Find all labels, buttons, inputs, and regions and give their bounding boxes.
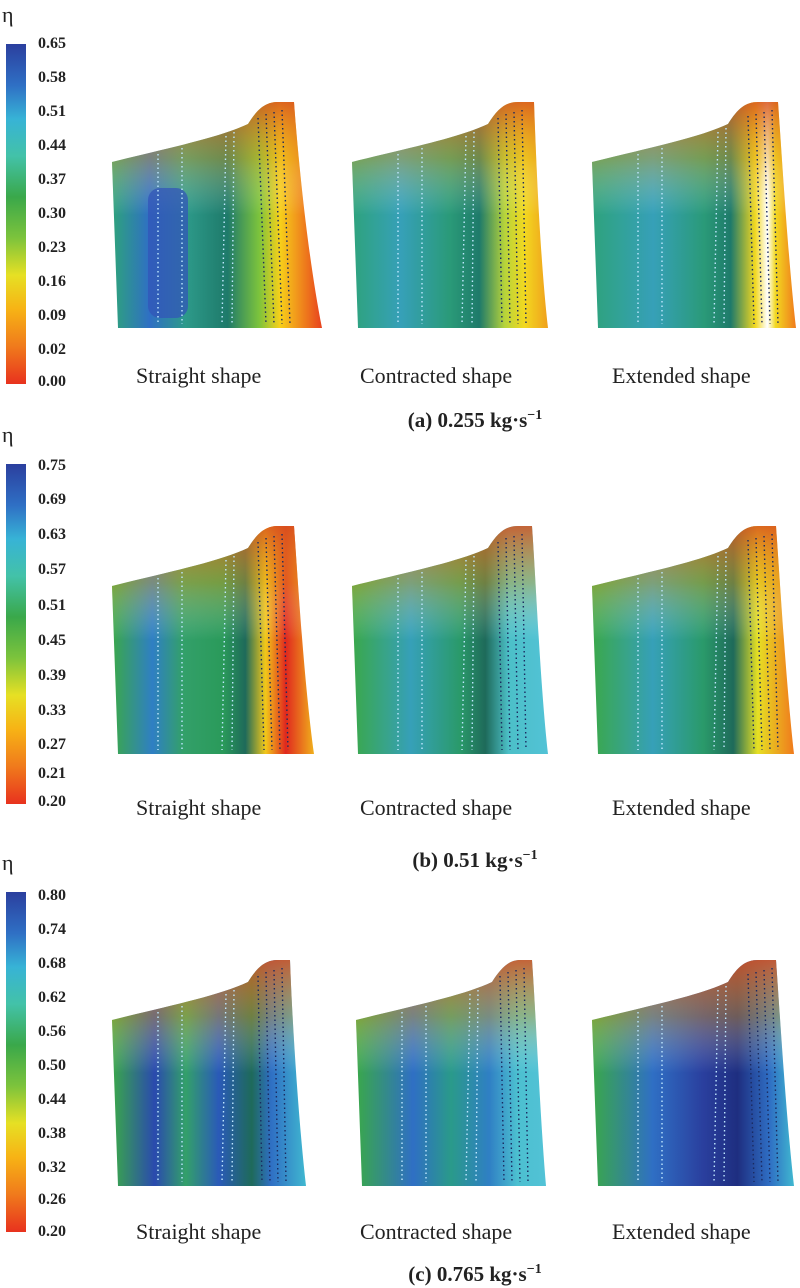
tick-label: 0.00: [38, 373, 66, 390]
caption-extended: Extended shape: [612, 363, 751, 388]
colorbar: [6, 464, 26, 804]
tick-label: 0.63: [38, 526, 66, 543]
tick-label: 0.20: [38, 793, 66, 810]
caption-contracted: Contracted shape: [360, 795, 513, 820]
tick-label: 0.45: [38, 632, 66, 649]
blade-surface-straight: [112, 102, 322, 328]
tick-label: 0.37: [38, 171, 66, 188]
tick-label: 0.39: [38, 667, 66, 684]
tick-label: 0.62: [38, 989, 66, 1006]
panel-title: (a) 0.255 kg·s−1: [407, 408, 543, 432]
caption-extended: Extended shape: [612, 795, 751, 820]
blade-surface-extended: [592, 960, 794, 1186]
tick-label: 0.44: [38, 1091, 66, 1108]
tick-label: 0.21: [38, 765, 66, 782]
panel-c: η 0.80 0.74 0.68 0.62 0.56 0.50 0.44 0.3…: [0, 852, 800, 1288]
tick-label: 0.23: [38, 239, 66, 256]
caption-contracted: Contracted shape: [360, 1219, 513, 1244]
panel-a: η 0.65 0.58 0.51 0.44 0.37 0.30 0.23 0.1…: [0, 0, 800, 432]
panel-title: (c) 0.765 kg·s−1: [408, 1262, 542, 1286]
blade-surface-extended: [592, 526, 794, 754]
tick-label: 0.44: [38, 137, 66, 154]
tick-label: 0.58: [38, 69, 66, 86]
panel-title: (b) 0.51 kg·s−1: [412, 848, 538, 872]
tick-label: 0.68: [38, 955, 66, 972]
colorbar-symbol: η: [2, 850, 14, 875]
caption-extended: Extended shape: [612, 1219, 751, 1244]
colorbar-symbol: η: [2, 2, 14, 27]
tick-label: 0.56: [38, 1023, 66, 1040]
tick-label: 0.74: [38, 921, 66, 938]
caption-straight: Straight shape: [136, 795, 262, 820]
tick-label: 0.51: [38, 103, 66, 120]
caption-straight: Straight shape: [136, 363, 262, 388]
caption-straight: Straight shape: [136, 1219, 262, 1244]
tick-label: 0.26: [38, 1191, 66, 1208]
tick-label: 0.57: [38, 561, 66, 578]
colorbar-symbol: η: [2, 422, 14, 447]
caption-contracted: Contracted shape: [360, 363, 513, 388]
tick-label: 0.30: [38, 205, 66, 222]
tick-label: 0.09: [38, 307, 66, 324]
blade-surface-straight: [112, 526, 314, 754]
tick-label: 0.16: [38, 273, 66, 290]
tick-label: 0.51: [38, 597, 66, 614]
tick-label: 0.27: [38, 736, 66, 753]
tick-label: 0.33: [38, 702, 66, 719]
colorbar: [6, 892, 26, 1232]
tick-label: 0.38: [38, 1125, 66, 1142]
colorbar: [6, 44, 26, 384]
blade-surface-straight: [112, 960, 306, 1186]
blade-surface-contracted: [352, 526, 548, 754]
blade-surface-contracted: [356, 960, 546, 1186]
tick-label: 0.02: [38, 341, 66, 358]
tick-label: 0.69: [38, 491, 66, 508]
blade-surface-contracted: [352, 102, 548, 328]
tick-label: 0.80: [38, 887, 66, 904]
tick-label: 0.75: [38, 457, 66, 474]
tick-label: 0.65: [38, 35, 66, 52]
panel-b: η 0.75 0.69 0.63 0.57 0.51 0.45 0.39 0.3…: [0, 424, 800, 872]
blade-surface-extended: [592, 102, 796, 328]
tick-label: 0.20: [38, 1223, 66, 1240]
tick-label: 0.32: [38, 1159, 66, 1176]
tick-label: 0.50: [38, 1057, 66, 1074]
